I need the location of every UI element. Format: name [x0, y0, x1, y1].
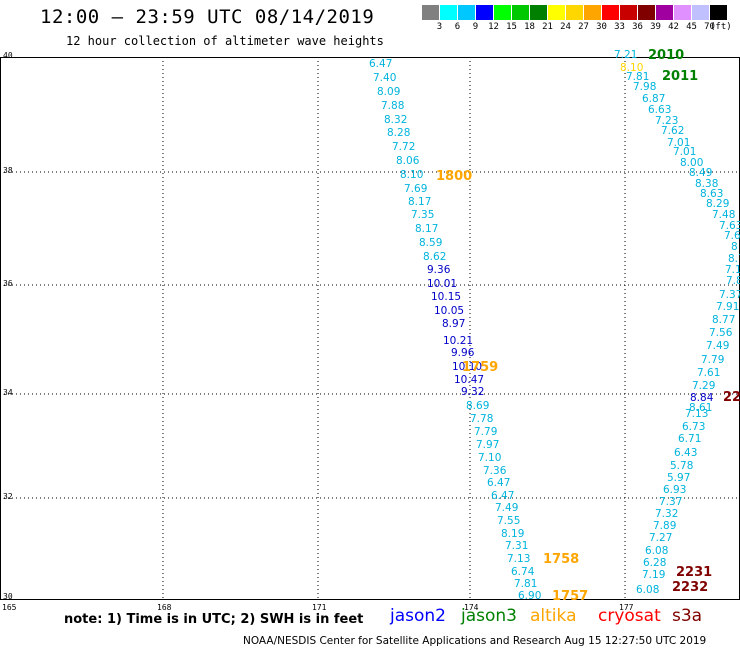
wave-height-value: 7.91 — [716, 302, 739, 313]
wave-height-value: 8 — [731, 242, 738, 253]
wave-height-value: 7.72 — [392, 142, 415, 153]
wave-height-value: 7.36 — [483, 466, 506, 477]
wave-height-value: 6.90 — [518, 591, 541, 602]
wave-height-value: 8.59 — [419, 238, 442, 249]
legend-jason2: jason2 — [390, 606, 446, 626]
wave-height-value: 7.61 — [697, 368, 720, 379]
legend-s3a: s3a — [672, 606, 702, 626]
wave-height-value: 7.31 — [505, 541, 528, 552]
wave-height-value: 5.97 — [667, 473, 690, 484]
wave-height-value: 6.71 — [678, 434, 701, 445]
wave-height-value: 7.49 — [495, 503, 518, 514]
units-note: note: 1) Time is in UTC; 2) SWH is in fe… — [64, 612, 363, 627]
latitude-label: 36 — [3, 279, 13, 288]
wave-height-value: 7.98 — [633, 82, 656, 93]
wave-height-value: 7.69 — [404, 184, 427, 195]
wave-height-value: 7.10 — [478, 453, 501, 464]
longitude-label: 165 — [2, 603, 16, 612]
wave-height-value: 6.74 — [511, 567, 534, 578]
wave-height-value: 7.35 — [411, 210, 434, 221]
wave-height-value: 7.37 — [719, 290, 740, 301]
wave-height-value: 9.36 — [427, 265, 450, 276]
pass-time-label: 2010 — [648, 48, 684, 63]
wave-height-value: 7.37 — [659, 497, 682, 508]
pass-time-label: 2231 — [676, 565, 712, 580]
wave-height-value: 7.79 — [474, 427, 497, 438]
wave-height-value: 8.62 — [423, 252, 446, 263]
map-grid — [0, 0, 740, 650]
wave-height-value: 8.17 — [408, 197, 431, 208]
wave-height-value: 7.40 — [373, 73, 396, 84]
wave-height-value: 7.81 — [514, 579, 537, 590]
pass-time-label: 2011 — [662, 69, 698, 84]
wave-height-value: 7.78 — [470, 414, 493, 425]
longitude-label: 168 — [157, 603, 171, 612]
wave-height-value: 6.47 — [491, 491, 514, 502]
legend-cryosat: cryosat — [598, 606, 661, 626]
wave-height-value: 8.97 — [442, 319, 465, 330]
wave-height-value: 8.28 — [387, 128, 410, 139]
wave-height-value: 10.05 — [434, 306, 464, 317]
latitude-label: 38 — [3, 166, 13, 175]
map-frame — [1, 58, 740, 600]
wave-height-value: 6.28 — [643, 558, 666, 569]
wave-height-value: 7.79 — [701, 355, 724, 366]
wave-height-value: 7.62 — [661, 126, 684, 137]
pass-time-label: 1759 — [462, 360, 498, 375]
wave-height-value: 7.13 — [685, 409, 708, 420]
wave-height-value: 7.56 — [709, 328, 732, 339]
wave-height-value: 8.69 — [466, 401, 489, 412]
wave-height-value: 8.32 — [384, 115, 407, 126]
legend-jason3: jason3 — [461, 606, 517, 626]
wave-height-value: 7.49 — [706, 341, 729, 352]
latitude-label: 32 — [3, 492, 13, 501]
wave-height-value: 6.47 — [369, 59, 392, 70]
wave-height-value: 7.21 — [614, 50, 637, 61]
wave-height-value: 8.09 — [377, 87, 400, 98]
pass-time-label: 1758 — [543, 552, 579, 567]
wave-height-value: 10.21 — [443, 336, 473, 347]
legend-altika: altika — [530, 606, 577, 626]
altimeter-map-page: 12:00 – 23:59 UTC 08/14/2019 12 hour col… — [0, 0, 740, 650]
pass-time-label: 1757 — [552, 589, 588, 604]
wave-height-value: 6.08 — [636, 585, 659, 596]
latitude-label: 30 — [3, 592, 13, 601]
wave-height-value: 9.96 — [451, 348, 474, 359]
wave-height-value: 6.08 — [645, 546, 668, 557]
wave-height-value: 9.32 — [461, 387, 484, 398]
wave-height-value: 8.10 — [400, 170, 423, 181]
wave-height-value: 7.29 — [692, 381, 715, 392]
latitude-label: 40 — [3, 51, 13, 60]
wave-height-value: 7.13 — [507, 554, 530, 565]
wave-height-value: 6.73 — [682, 422, 705, 433]
wave-height-value: 7.88 — [381, 101, 404, 112]
wave-height-value: 8.17 — [415, 224, 438, 235]
wave-height-value: 5.78 — [670, 461, 693, 472]
wave-height-value: 7.55 — [497, 516, 520, 527]
footer-credit: NOAA/NESDIS Center for Satellite Applica… — [243, 635, 706, 647]
wave-height-value: 8.06 — [396, 156, 419, 167]
latitude-label: 34 — [3, 388, 13, 397]
wave-height-value: 6.93 — [663, 485, 686, 496]
pass-time-label: 2232 — [672, 580, 708, 595]
wave-height-value: 6.47 — [487, 478, 510, 489]
wave-height-value: 10.15 — [431, 292, 461, 303]
wave-height-value: 7.19 — [642, 570, 665, 581]
pass-time-label: 1800 — [436, 169, 472, 184]
wave-height-value: 6.43 — [674, 448, 697, 459]
wave-height-value: 7.89 — [653, 521, 676, 532]
wave-height-value: 7.32 — [655, 509, 678, 520]
wave-height-value: 7.97 — [476, 440, 499, 451]
wave-height-value: 10.01 — [427, 279, 457, 290]
wave-height-value: 8.19 — [501, 529, 524, 540]
wave-height-value: 7.27 — [649, 533, 672, 544]
wave-height-value: 7.8 — [726, 276, 740, 287]
pass-time-label: 223 — [723, 390, 740, 405]
longitude-label: 171 — [312, 603, 326, 612]
wave-height-value: 8.77 — [712, 315, 735, 326]
wave-height-value: 10.47 — [454, 375, 484, 386]
